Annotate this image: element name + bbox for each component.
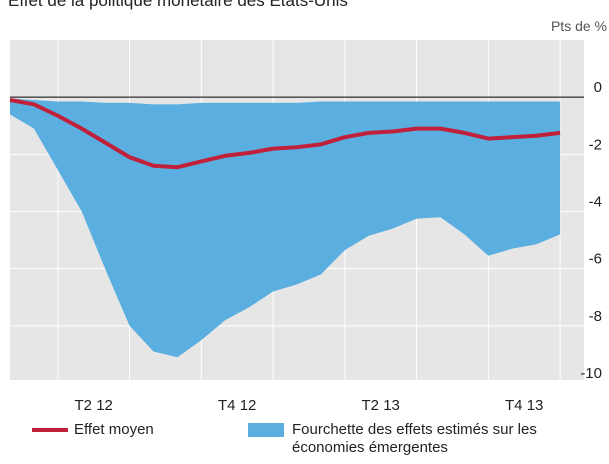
legend-item: Fourchette des effets estimés sur les éc… bbox=[248, 421, 577, 457]
legend-swatch bbox=[32, 428, 68, 433]
legend-label: Fourchette des effets estimés sur les éc… bbox=[292, 421, 537, 456]
legend-item: Effet moyen bbox=[32, 421, 154, 439]
y-tick-label: -4 bbox=[589, 194, 602, 211]
y-axis-label: Pts de % bbox=[551, 18, 607, 34]
x-tick-label: T4 13 bbox=[505, 397, 543, 414]
y-tick-label: 0 bbox=[594, 79, 602, 96]
y-tick-label: -8 bbox=[589, 308, 602, 325]
chart-title: Effet de la politique monétaire des Etat… bbox=[8, 0, 348, 10]
legend-label: Effet moyen bbox=[74, 421, 154, 438]
y-tick-label: -2 bbox=[589, 136, 602, 153]
y-tick-label: -6 bbox=[589, 251, 602, 268]
x-tick-label: T2 12 bbox=[75, 397, 113, 414]
y-tick-label: -10 bbox=[580, 365, 602, 382]
legend-swatch bbox=[248, 423, 284, 437]
line bbox=[9, 98, 561, 170]
x-tick-label: T4 12 bbox=[218, 397, 256, 414]
x-tick-label: T2 13 bbox=[362, 397, 400, 414]
